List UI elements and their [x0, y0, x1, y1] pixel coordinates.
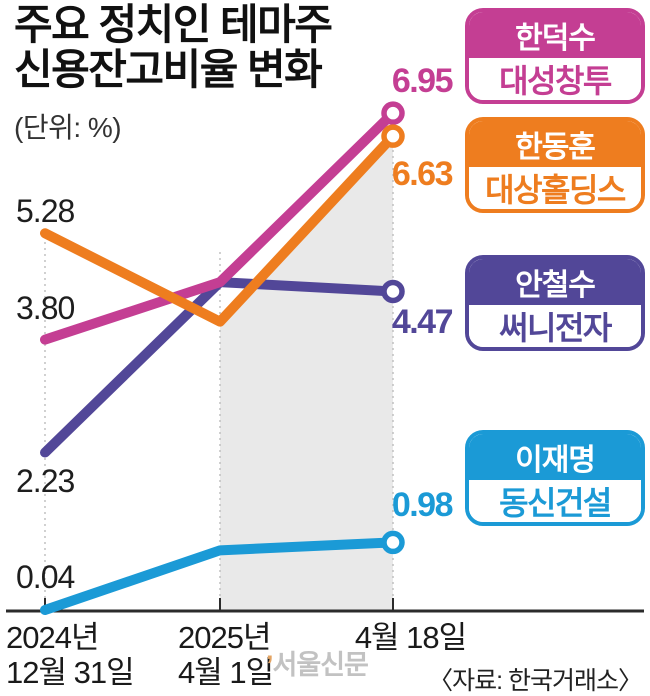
legend-han-duck-soo: 한덕수 대성창투 [465, 8, 645, 104]
end-value-ahn-cheol-soo: 4.47 [391, 303, 454, 341]
legend-ahn-cheol-soo: 안철수 써니전자 [465, 255, 645, 351]
watermark-quote-icon: ’ [266, 650, 273, 680]
politician-name: 이재명 [469, 434, 641, 480]
start-value-ahn-cheol-soo: 2.23 [16, 463, 75, 499]
politician-name: 안철수 [469, 259, 641, 305]
x-tick-2025-04-18: 4월 18일 [348, 620, 473, 655]
end-value-han-duck-soo: 6.95 [391, 62, 454, 100]
stock-name: 동신건설 [469, 480, 641, 522]
legend-han-dong-hoon: 한동훈 대상홀딩스 [465, 117, 645, 213]
end-marker-ahn-cheol-soo [381, 279, 405, 304]
series-line-lee-jae-myung [40, 537, 398, 615]
newspaper-watermark: ’서울신문 [266, 643, 369, 682]
x-tick-line: 4월 1일 [178, 655, 274, 690]
stock-name: 대성창투 [469, 58, 641, 100]
end-marker-han-dong-hoon [381, 124, 405, 148]
unit-label: (단위: %) [14, 112, 122, 143]
start-value-han-duck-soo: 3.80 [16, 290, 75, 326]
stock-name: 대상홀딩스 [469, 167, 641, 209]
chart-title-line2: 신용잔고비율 변화 [14, 46, 323, 93]
politician-name: 한덕수 [469, 12, 641, 58]
end-value-lee-jae-myung: 0.98 [391, 486, 454, 524]
chart-title-line1: 주요 정치인 테마주 [14, 1, 333, 48]
x-tick-line: 12월 31일 [6, 655, 135, 690]
start-value-han-dong-hoon: 5.28 [16, 193, 75, 229]
series-line-han-dong-hoon [40, 131, 398, 327]
end-value-han-dong-hoon: 6.63 [391, 155, 454, 193]
stock-name: 써니전자 [469, 305, 641, 347]
start-value-lee-jae-myung: 0.04 [16, 559, 75, 595]
highlight-band [220, 136, 393, 611]
politician-name: 한동훈 [469, 121, 641, 167]
legend-lee-jae-myung: 이재명 동신건설 [465, 430, 645, 526]
watermark-text: 서울신문 [272, 650, 369, 680]
x-tick-2024-12-31: 2024년 12월 31일 [6, 620, 135, 690]
end-marker-lee-jae-myung [381, 530, 405, 555]
chart-title: 주요 정치인 테마주 신용잔고비율 변화 [14, 1, 333, 93]
source-credit: 〈자료: 한국거래소〉 [428, 667, 643, 695]
x-tick-line: 4월 18일 [354, 620, 467, 655]
x-tick-line: 2024년 [6, 620, 99, 655]
x-tick-2025-04-01: 2025년 4월 1일 [178, 620, 274, 690]
x-tick-line: 2025년 [178, 620, 271, 655]
series-line-han-duck-soo [40, 108, 398, 345]
end-marker-han-duck-soo [381, 101, 405, 125]
